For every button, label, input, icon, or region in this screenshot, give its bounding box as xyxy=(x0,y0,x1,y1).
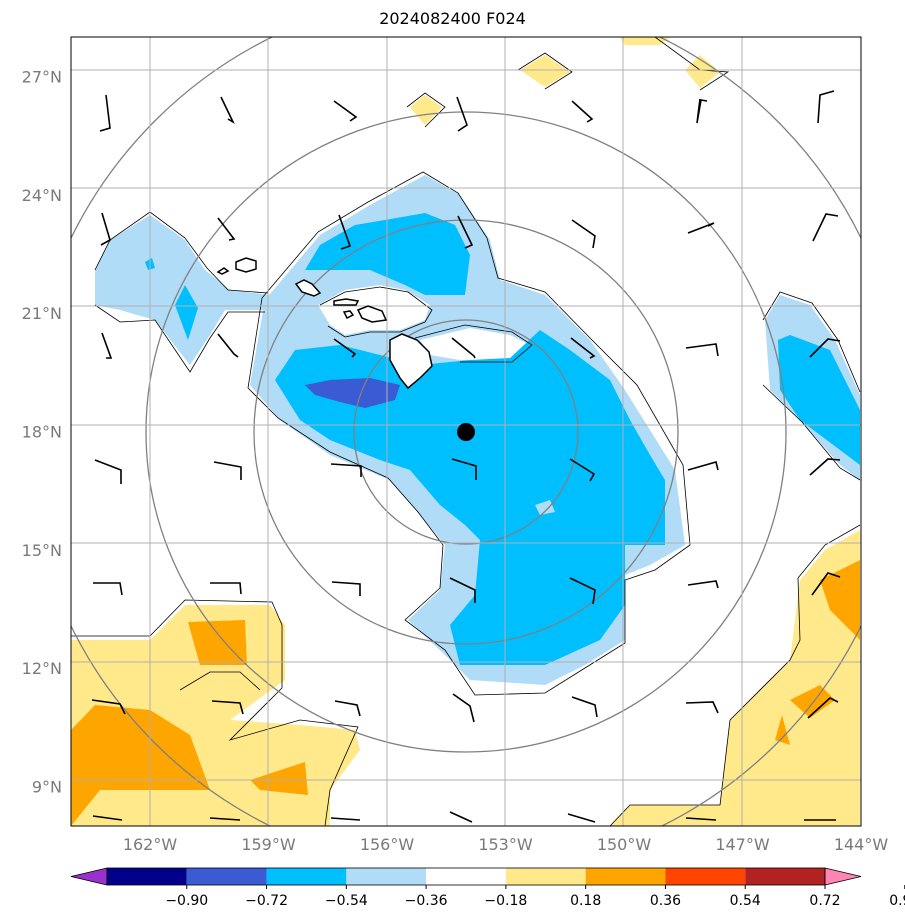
colorbar-segment xyxy=(585,868,666,885)
lat-tick-label: 9°N xyxy=(32,778,62,797)
deep-negative xyxy=(305,378,400,408)
lon-tick-label: 162°W xyxy=(123,835,178,854)
orange-region-ne2 xyxy=(790,685,835,718)
colorbar-tick-label: −0.72 xyxy=(245,893,288,909)
lon-tick-label: 150°W xyxy=(597,835,652,854)
latitude-labels: 27°N 24°N 21°N 18°N 15°N 12°N 9°N xyxy=(22,67,62,796)
mid-negative-west xyxy=(175,285,198,340)
anomaly-field xyxy=(71,37,861,826)
range-ring-1 xyxy=(353,319,579,545)
contour-lines xyxy=(71,37,861,826)
lat-tick-label: 15°N xyxy=(22,541,62,560)
storm-center-marker xyxy=(457,423,475,441)
colorbar-segment xyxy=(346,868,427,885)
lat-tick-label: 21°N xyxy=(22,304,62,323)
positive-spot-n2 xyxy=(520,55,570,87)
plot-frame xyxy=(70,36,862,827)
colorbar-segment xyxy=(107,868,187,885)
colorbar-tick-label: −0.90 xyxy=(165,893,208,909)
lat-tick-label: 24°N xyxy=(22,186,62,205)
island-lanai xyxy=(342,310,355,320)
colorbar-extend-low xyxy=(70,867,108,886)
colorbar-segment xyxy=(186,868,267,885)
island-niihau xyxy=(216,267,230,275)
colorbar-tick-label: −0.18 xyxy=(484,893,527,909)
orange-region-sw3 xyxy=(250,762,308,795)
colorbar-segment xyxy=(426,868,506,885)
mid-negative-east xyxy=(778,335,860,465)
orange-region-sw xyxy=(71,705,210,826)
range-ring-3 xyxy=(145,111,787,753)
island-maui xyxy=(356,305,388,323)
map-title: 2024082400 F024 xyxy=(379,9,526,28)
mid-negative-main xyxy=(275,330,665,665)
colorbar-segment xyxy=(505,868,586,885)
colorbar-frame xyxy=(106,867,826,886)
colorbar-extend-high xyxy=(824,867,862,886)
lon-tick-label: 144°W xyxy=(834,835,889,854)
lon-tick-label: 153°W xyxy=(478,835,533,854)
lat-tick-label: 18°N xyxy=(22,423,62,442)
positive-spot-n3 xyxy=(685,55,720,88)
colorbar-tick-label: 0.18 xyxy=(570,893,601,909)
coastlines xyxy=(216,257,433,390)
colorbar-tick-label: −0.36 xyxy=(405,893,448,909)
range-rings xyxy=(71,37,861,826)
lon-tick-label: 159°W xyxy=(241,835,296,854)
lon-tick-label: 147°W xyxy=(715,835,770,854)
orange-region-sw2 xyxy=(188,620,247,665)
gridlines xyxy=(71,37,861,826)
island-hawaii xyxy=(389,333,433,390)
island-molokai xyxy=(333,298,360,306)
wind-barbs xyxy=(91,90,841,823)
island-kauai xyxy=(235,257,257,273)
colorbar: −0.90 −0.72 −0.54 −0.36 −0.18 0.18 0.36 0.54 0.7… xyxy=(70,867,905,909)
range-ring-2 xyxy=(253,219,679,645)
orange-region-ne xyxy=(820,560,860,640)
colorbar-segment xyxy=(745,868,825,885)
lon-tick-label: 156°W xyxy=(360,835,415,854)
island-oahu xyxy=(294,279,322,297)
colorbar-tick-label: 0.72 xyxy=(809,893,840,909)
positive-region-ne xyxy=(610,530,860,826)
colorbar-tick-label: −0.54 xyxy=(325,893,368,909)
longitude-labels: 162°W 159°W 156°W 153°W 150°W 147°W 144°W xyxy=(123,835,889,854)
colorbar-tick-label: 0.36 xyxy=(650,893,681,909)
positive-spot-n1 xyxy=(410,95,442,125)
colorbar-tick-label: 0.54 xyxy=(730,893,761,909)
lat-tick-label: 12°N xyxy=(22,659,62,678)
colorbar-segment xyxy=(665,868,746,885)
clear-area-2 xyxy=(420,328,530,360)
colorbar-segment xyxy=(266,868,347,885)
light-inset xyxy=(535,500,555,515)
colorbar-tick-label: 0.90 xyxy=(889,893,905,909)
orange-region-ne3 xyxy=(775,715,790,745)
lat-tick-label: 27°N xyxy=(22,67,62,86)
